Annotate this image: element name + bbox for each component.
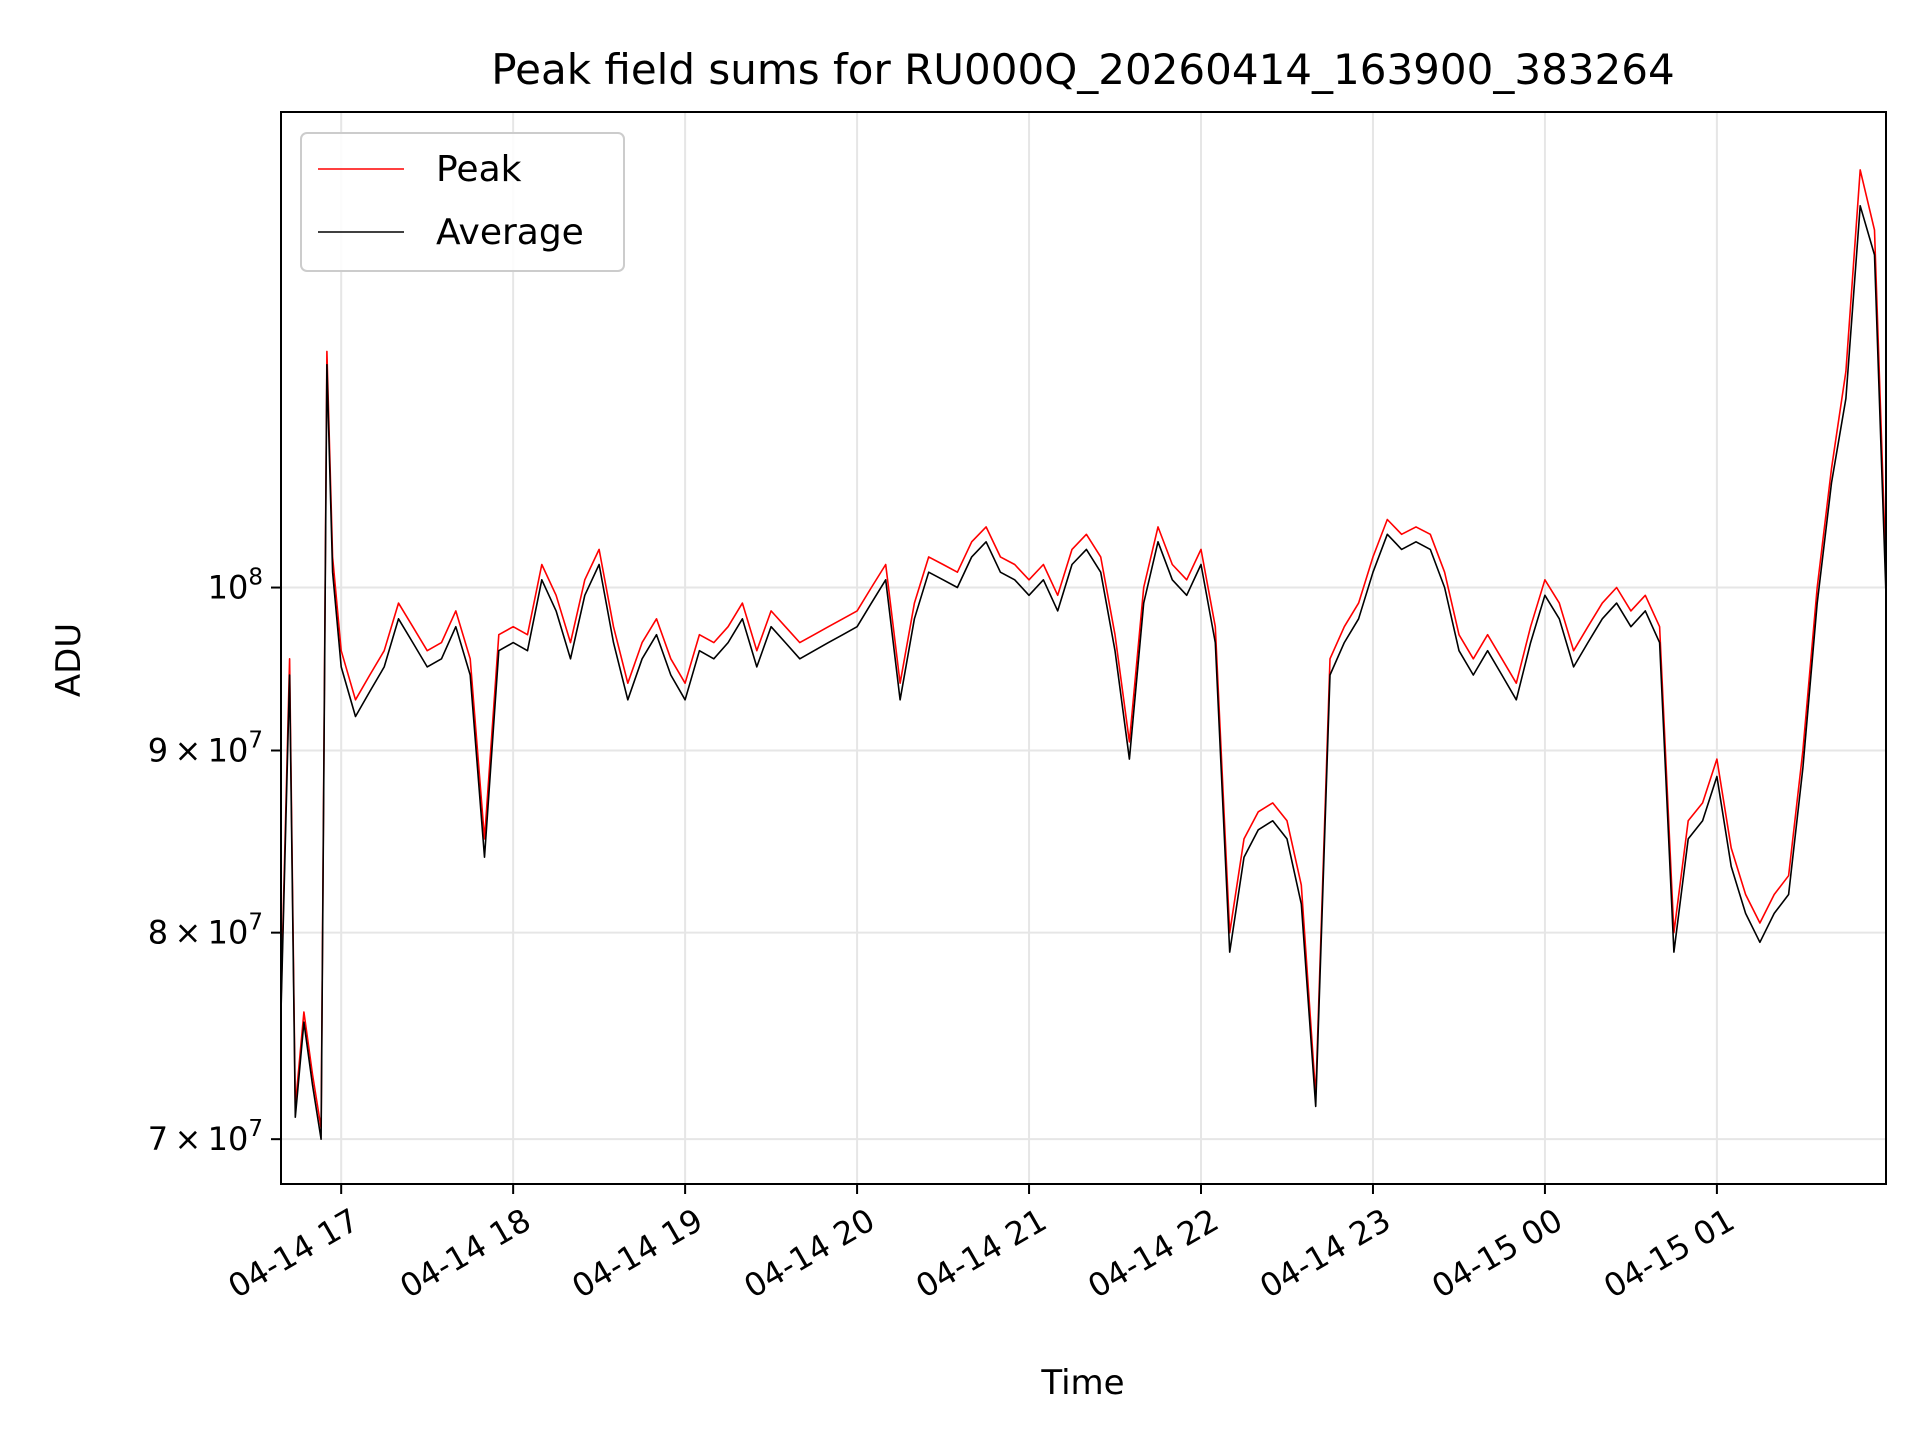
series-layer	[281, 169, 1886, 1140]
x-axis-label: Time	[1040, 1363, 1124, 1403]
legend: Peak Average	[300, 132, 625, 272]
y-tick-label: 108	[208, 565, 263, 607]
legend-box	[300, 132, 625, 272]
grid	[281, 112, 1886, 1184]
y-tick-label: 8 × 107	[148, 910, 263, 952]
y-axis: 7 × 107 8 × 107 9 × 107 108	[148, 565, 281, 1158]
chart-title: Peak field sums for RU000Q_20260414_1639…	[491, 45, 1674, 94]
y-axis-label: ADU	[49, 623, 89, 697]
legend-label-peak: Peak	[436, 149, 522, 190]
y-tick-label: 9 × 107	[148, 727, 263, 769]
series-line-peak	[281, 169, 1886, 1129]
legend-label-average: Average	[436, 212, 584, 253]
y-tick-label: 7 × 107	[148, 1116, 263, 1158]
plot-area-frame	[280, 111, 1887, 1185]
series-line-average	[281, 205, 1886, 1140]
